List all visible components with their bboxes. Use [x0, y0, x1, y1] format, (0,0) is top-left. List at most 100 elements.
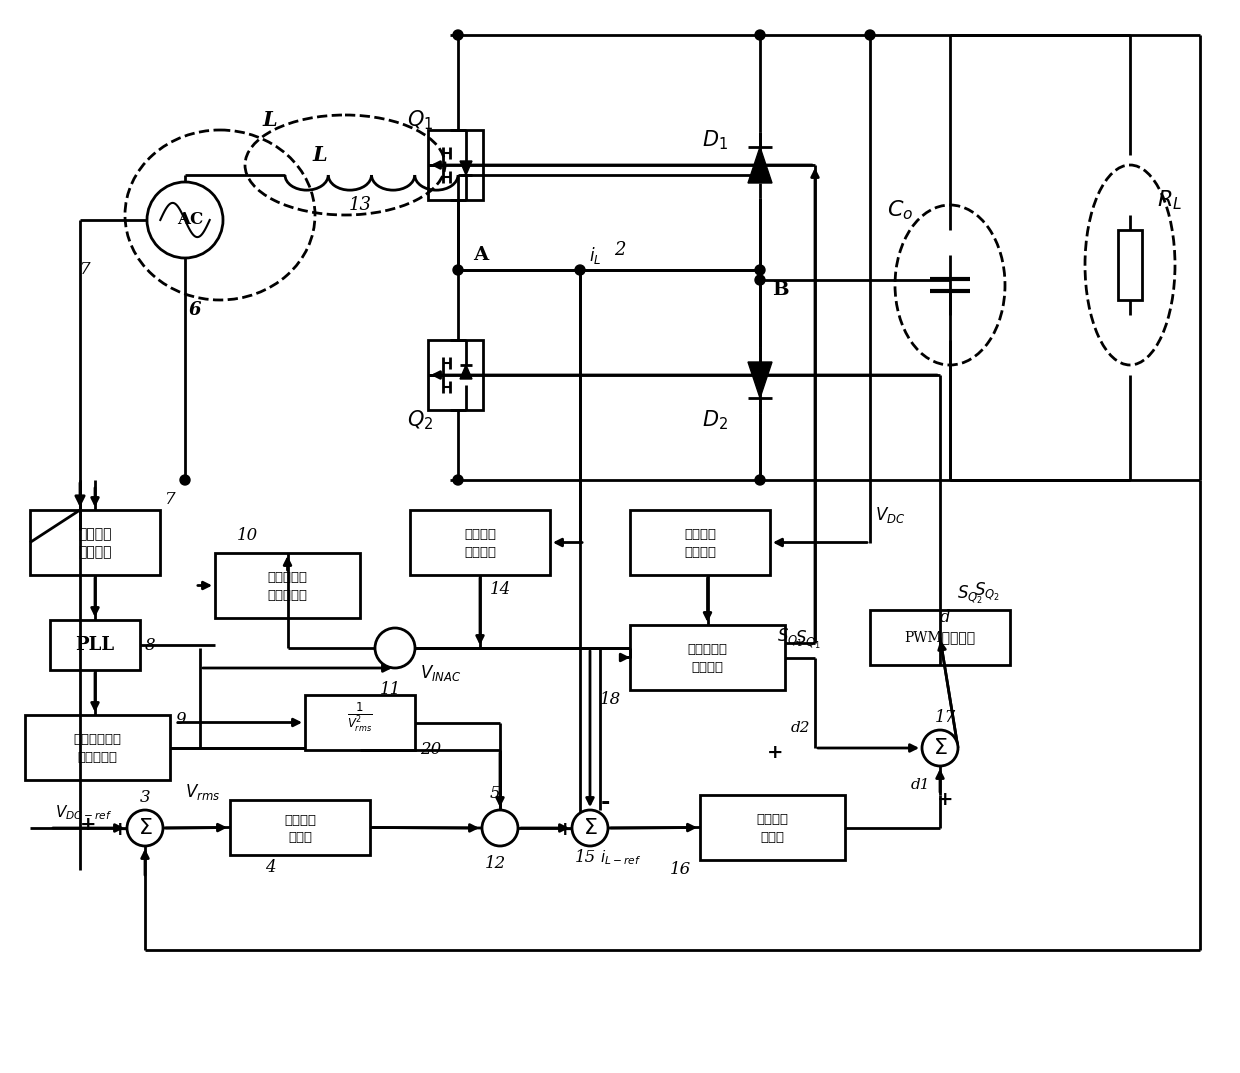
Text: -: - [600, 792, 610, 814]
Text: 值计算模块: 值计算模块 [77, 751, 118, 764]
Text: $S_{Q_2}$: $S_{Q_2}$ [973, 580, 999, 603]
Text: PLL: PLL [76, 636, 114, 655]
Text: 前馈占空比: 前馈占空比 [687, 643, 728, 656]
Bar [305, 695, 415, 750]
Bar [30, 510, 160, 575]
Text: +: + [79, 815, 97, 834]
Bar [215, 553, 360, 618]
Bar [428, 340, 484, 410]
Polygon shape [460, 365, 472, 379]
Bar [229, 800, 370, 855]
Circle shape [866, 30, 875, 40]
Circle shape [572, 810, 608, 846]
Circle shape [923, 730, 959, 766]
Text: $\Sigma$: $\Sigma$ [583, 818, 598, 838]
Text: 11: 11 [379, 681, 401, 699]
Text: 输入电压相: 输入电压相 [268, 571, 308, 584]
Bar [630, 624, 785, 690]
Text: 8: 8 [145, 636, 156, 653]
Text: $\Sigma$: $\Sigma$ [138, 818, 153, 838]
Text: $V_{INAC}$: $V_{INAC}$ [420, 663, 461, 684]
Text: A: A [472, 246, 489, 264]
Text: d1: d1 [910, 778, 930, 792]
Text: 监测模块: 监测模块 [78, 545, 112, 559]
Text: 输入电流: 输入电流 [464, 528, 496, 541]
Text: $D_1$: $D_1$ [702, 128, 728, 151]
Circle shape [453, 475, 463, 485]
Text: $D_2$: $D_2$ [702, 408, 728, 431]
Text: 3: 3 [140, 790, 150, 807]
Bar [701, 795, 844, 859]
Text: 13: 13 [348, 196, 372, 214]
Text: $\Sigma$: $\Sigma$ [932, 738, 947, 758]
Text: d: d [940, 609, 950, 626]
Text: 16: 16 [670, 862, 691, 879]
Text: 17: 17 [935, 709, 956, 726]
Text: 5: 5 [490, 784, 500, 802]
Text: 监测模块: 监测模块 [684, 546, 715, 559]
Bar [428, 130, 484, 200]
Text: 2: 2 [614, 241, 626, 259]
Text: $\frac{1}{V^2_{rms}}$: $\frac{1}{V^2_{rms}}$ [347, 701, 373, 734]
Text: 15: 15 [574, 850, 595, 867]
Circle shape [575, 265, 585, 275]
Text: $S_{Q_2}$: $S_{Q_2}$ [957, 584, 983, 606]
Circle shape [755, 170, 765, 180]
Bar [410, 510, 551, 575]
Text: 电流内环: 电流内环 [756, 813, 789, 826]
Text: 9: 9 [175, 711, 186, 729]
Text: 7: 7 [81, 262, 91, 279]
Text: 电压外环: 电压外环 [284, 814, 316, 827]
Circle shape [482, 810, 518, 846]
Text: PWM输出模块: PWM输出模块 [904, 631, 976, 645]
Polygon shape [460, 161, 472, 175]
Circle shape [755, 30, 765, 40]
Text: $S_{Q_1}$: $S_{Q_1}$ [777, 627, 804, 648]
Text: 输入电压有效: 输入电压有效 [73, 733, 122, 746]
Text: L: L [263, 111, 278, 130]
Text: 7: 7 [165, 491, 176, 509]
Text: $i_{L-ref}$: $i_{L-ref}$ [600, 849, 641, 867]
Bar [870, 609, 1011, 665]
Text: +: + [936, 791, 954, 809]
Text: 输入电压: 输入电压 [78, 528, 112, 542]
Text: L: L [312, 145, 327, 165]
Text: 4: 4 [264, 858, 275, 876]
Text: +: + [557, 821, 573, 839]
Circle shape [453, 265, 463, 275]
Text: $Q_1$: $Q_1$ [407, 108, 433, 132]
Circle shape [453, 30, 463, 40]
Circle shape [374, 628, 415, 668]
Text: 计算模块: 计算模块 [692, 661, 723, 674]
Text: 监测模块: 监测模块 [464, 546, 496, 559]
Text: $V_{DC}$: $V_{DC}$ [874, 505, 905, 525]
Text: AC: AC [177, 211, 203, 229]
Text: 18: 18 [599, 691, 621, 708]
Text: 调节器: 调节器 [288, 831, 312, 844]
Text: $S_{Q_1}$: $S_{Q_1}$ [795, 629, 821, 651]
Polygon shape [748, 362, 773, 398]
Circle shape [755, 475, 765, 485]
Text: 输出电压: 输出电压 [684, 528, 715, 541]
Text: 10: 10 [237, 527, 258, 544]
Circle shape [755, 265, 765, 275]
Polygon shape [748, 147, 773, 183]
Text: +: + [766, 744, 784, 762]
Bar [1118, 230, 1142, 300]
Circle shape [126, 810, 162, 846]
Text: B: B [773, 281, 789, 299]
Text: 20: 20 [420, 741, 441, 759]
Text: $R_L$: $R_L$ [1157, 188, 1183, 211]
Text: $C_o$: $C_o$ [887, 199, 913, 222]
Text: $V_{rms}$: $V_{rms}$ [185, 782, 221, 802]
Bar [630, 510, 770, 575]
Bar [50, 620, 140, 670]
Text: 位计算模块: 位计算模块 [268, 589, 308, 602]
Bar [25, 715, 170, 780]
Text: $i_L$: $i_L$ [589, 245, 601, 265]
Text: 6: 6 [188, 302, 201, 319]
Text: d2: d2 [790, 721, 810, 735]
Text: 14: 14 [490, 582, 511, 599]
Text: 调节器: 调节器 [760, 831, 785, 844]
Circle shape [180, 475, 190, 485]
